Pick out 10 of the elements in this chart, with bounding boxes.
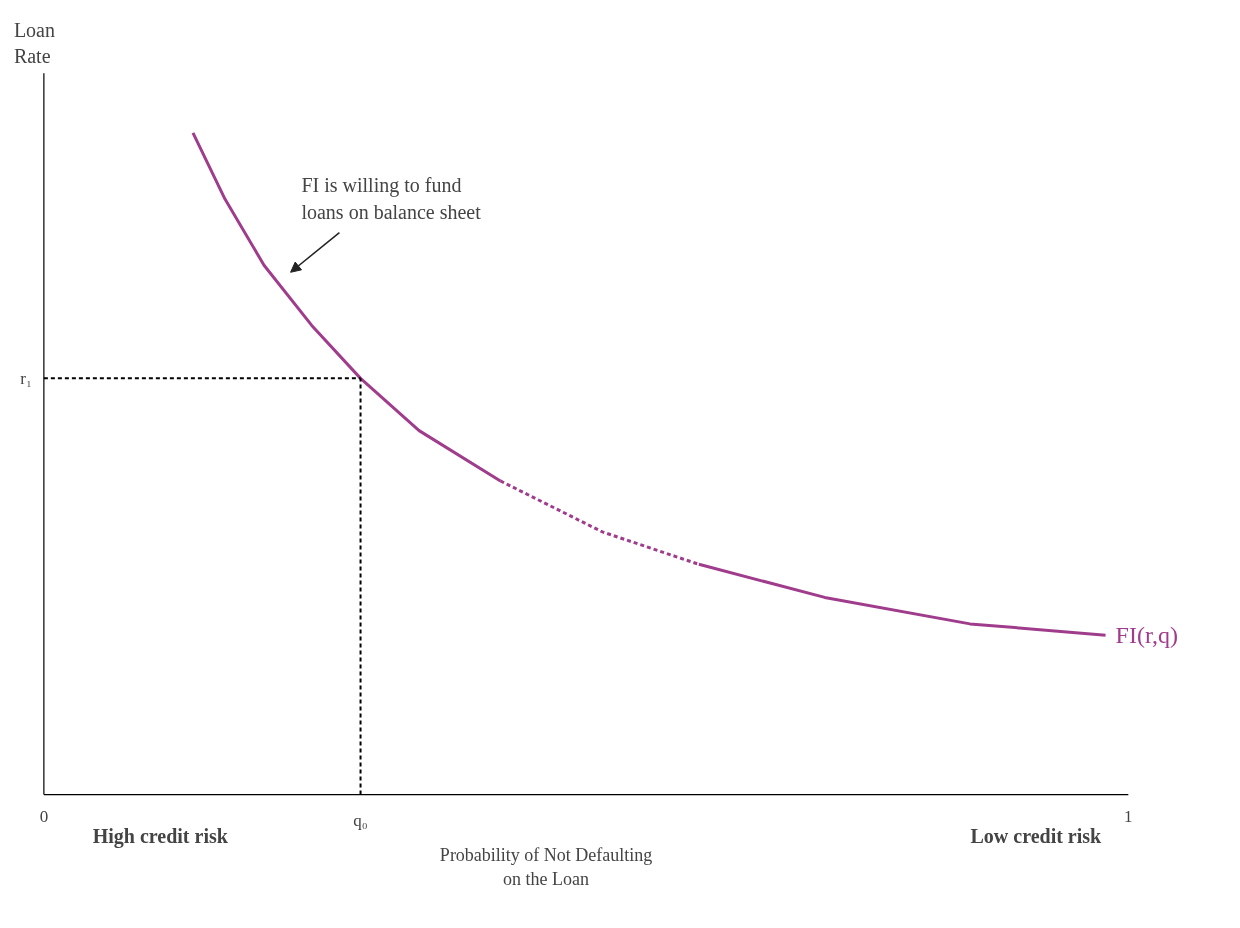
series-label: FI(r,q) (1115, 622, 1178, 649)
x-tick-label: 1 (1124, 806, 1133, 826)
x-axis-title: Probability of Not Defaulting on the Loan (439, 844, 653, 889)
ref-line-label: r₁ (20, 368, 32, 388)
y-axis-title: Loan Rate (13, 18, 55, 68)
text: High credit risk (92, 824, 229, 848)
x-tick-label: 0 (39, 806, 49, 826)
annotation: FI is willing to fund loans on balance sheet (301, 174, 482, 223)
x-tick-label: q₀ (353, 810, 368, 830)
text: Low credit risk (970, 824, 1103, 847)
